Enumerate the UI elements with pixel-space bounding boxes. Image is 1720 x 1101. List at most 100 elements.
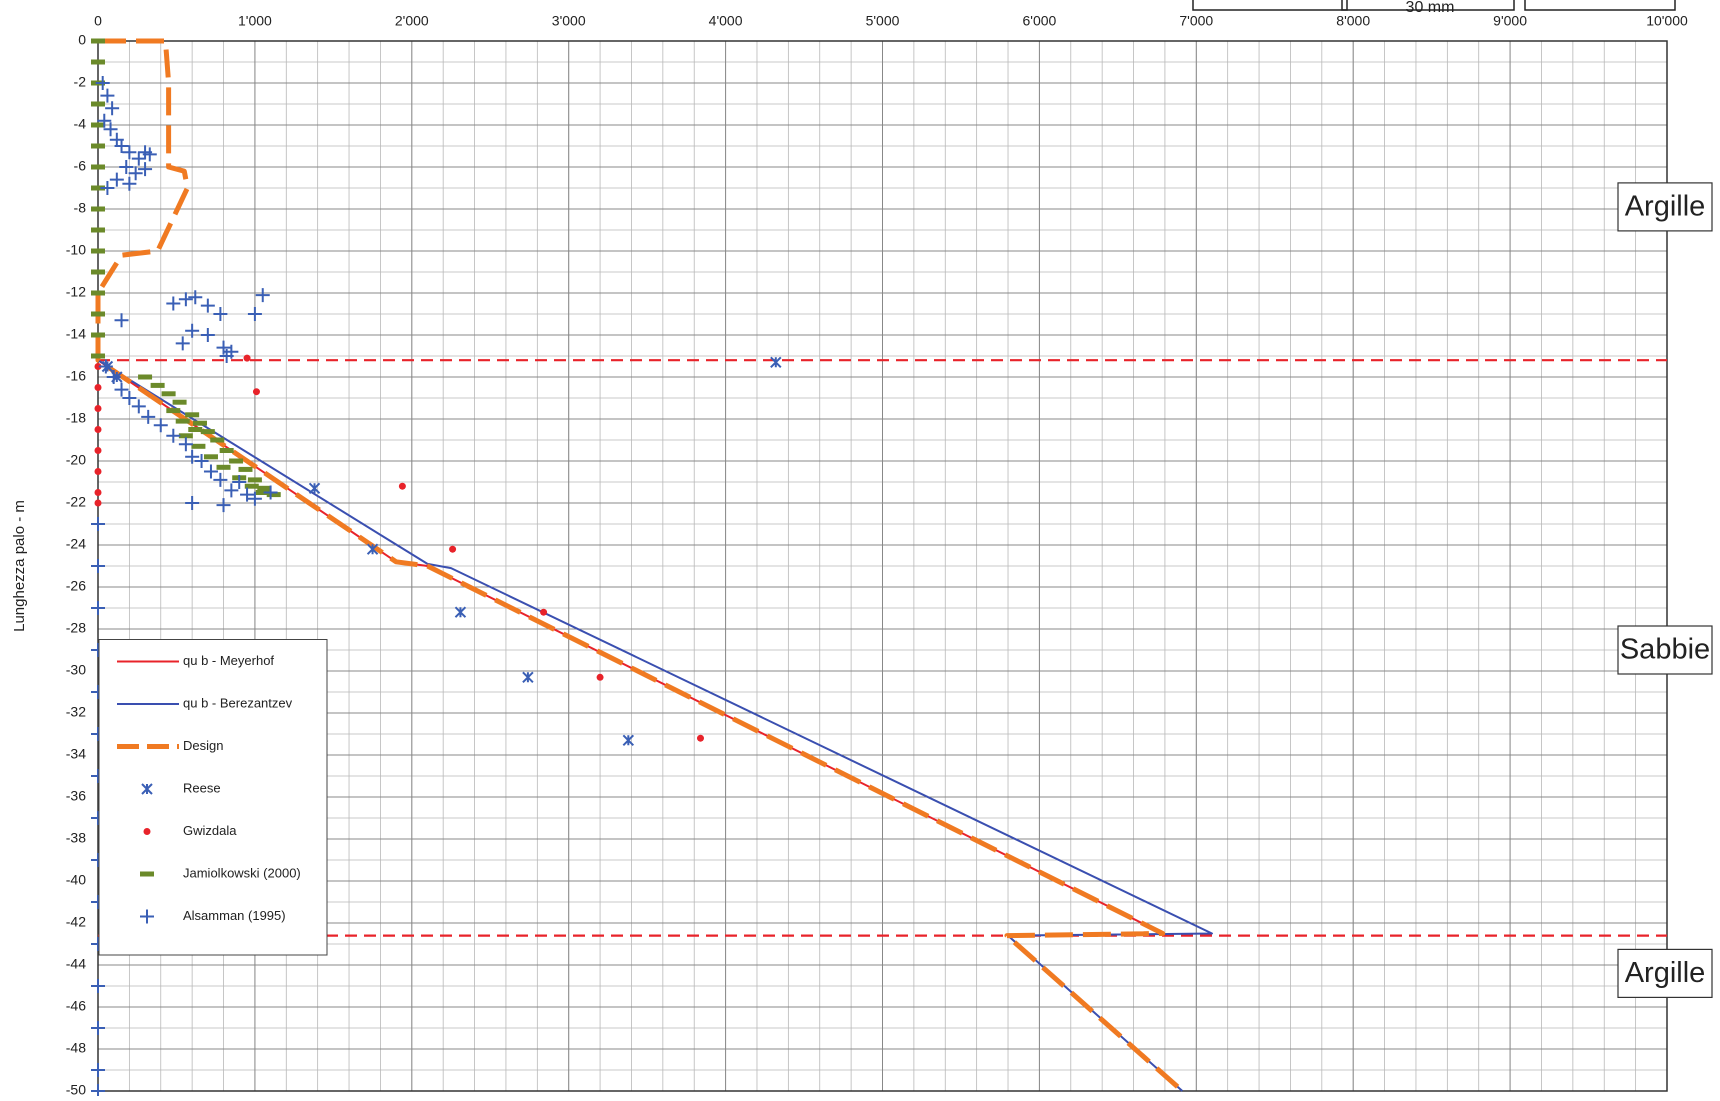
legend-swatch (141, 783, 153, 795)
marker-plus (97, 113, 112, 128)
y-tick-label: -12 (66, 284, 86, 300)
legend-label: Gwizdala (183, 823, 237, 838)
marker-plus (114, 382, 129, 397)
marker-dash (255, 490, 270, 495)
marker-dash (138, 374, 153, 380)
marker-dot (398, 482, 406, 490)
legend-label: Jamiolkowski (2000) (183, 865, 301, 880)
cut-box (1341, 0, 1515, 11)
marker-dash (91, 290, 105, 296)
marker-dot (243, 354, 251, 362)
marker-dash (166, 408, 181, 414)
scatter-series (94, 354, 704, 742)
marker-dash (188, 427, 203, 432)
y-tick-label: -30 (66, 662, 86, 678)
x-tick-label: 5'000 (866, 13, 900, 29)
layer-label: Argille (1625, 191, 1706, 223)
marker-plus (224, 483, 239, 498)
marker-dash (91, 353, 105, 359)
marker-plus (247, 491, 262, 506)
marker-plus (200, 298, 215, 313)
marker-cross (366, 543, 379, 555)
marker-dot (94, 499, 102, 507)
marker-dash (161, 391, 176, 397)
marker-dash (175, 418, 190, 424)
x-tick-label: 0 (94, 13, 102, 29)
marker-plus (219, 349, 234, 363)
y-tick-label: -34 (66, 746, 86, 762)
x-tick-label: 9'000 (1493, 13, 1527, 29)
marker-dash (91, 185, 105, 191)
y-axis-label: Lunghezza palo - m (11, 500, 28, 632)
marker-plus (103, 122, 118, 137)
y-tick-label: -28 (66, 620, 86, 636)
y-tick-label: -50 (66, 1082, 86, 1096)
marker-dash (266, 492, 281, 498)
marker-dash (91, 164, 105, 170)
marker-dot (252, 388, 260, 396)
y-tick-label: -26 (66, 578, 86, 594)
marker-cross (622, 734, 635, 747)
y-tick-label: -36 (66, 788, 86, 804)
marker-plus (166, 296, 181, 311)
marker-dash (91, 38, 105, 44)
marker-plus (138, 162, 153, 177)
layer-label-box (1617, 948, 1713, 999)
marker-dash (91, 332, 105, 338)
marker-plus (178, 292, 193, 307)
marker-plus (98, 359, 113, 374)
marker-dot (94, 405, 102, 412)
x-tick-label: 6'000 (1022, 13, 1056, 29)
marker-dot (94, 468, 102, 475)
legend-label: Alsamman (1995) (183, 908, 286, 923)
y-tick-label: -14 (66, 326, 86, 342)
y-tick-label: -2 (74, 74, 87, 90)
marker-plus (114, 313, 129, 328)
x-tick-label: 7'000 (1179, 13, 1213, 29)
legend-swatch (140, 871, 154, 877)
marker-plus (95, 76, 110, 90)
marker-dash (191, 443, 206, 449)
marker-plus (216, 340, 231, 355)
marker-plus (141, 409, 156, 424)
marker-plus (142, 147, 157, 162)
y-tick-label: -24 (66, 536, 86, 552)
legend-label: qu b - Berezantzev (183, 695, 293, 710)
y-tick-label: -18 (66, 410, 86, 426)
marker-plus (188, 290, 203, 305)
marker-dash (172, 399, 187, 405)
marker-dash (247, 477, 262, 483)
y-tick-label: -22 (66, 494, 86, 510)
x-tick-label: 4'000 (709, 13, 743, 29)
y-tick-label: -44 (66, 956, 86, 972)
y-tick-label: -38 (66, 830, 86, 846)
marker-dash (203, 454, 218, 460)
marker-plus (247, 307, 262, 321)
marker-dot (94, 363, 102, 370)
marker-plus (91, 559, 105, 573)
y-tick-label: -6 (74, 158, 87, 174)
y-tick-label: -16 (66, 368, 86, 384)
marker-plus (91, 979, 105, 993)
marker-dot (696, 734, 704, 742)
marker-plus (91, 601, 105, 615)
marker-dash (150, 382, 165, 388)
marker-plus (213, 472, 228, 487)
y-tick-label: 0 (78, 32, 86, 48)
marker-plus (194, 454, 209, 468)
marker-dash (219, 448, 234, 453)
legend-swatch (143, 828, 151, 835)
marker-cross (522, 671, 534, 684)
marker-plus (232, 475, 247, 489)
marker-dot (94, 426, 102, 433)
layer-label-box (1617, 182, 1713, 232)
marker-dot (94, 384, 102, 391)
marker-plus (131, 151, 146, 166)
marker-dot (94, 489, 102, 496)
annotation: 30 mm (1406, 0, 1455, 16)
marker-dot (596, 673, 604, 681)
marker-dash (192, 420, 207, 426)
layer-label-box (1617, 625, 1713, 675)
legend-label: Reese (183, 780, 221, 795)
